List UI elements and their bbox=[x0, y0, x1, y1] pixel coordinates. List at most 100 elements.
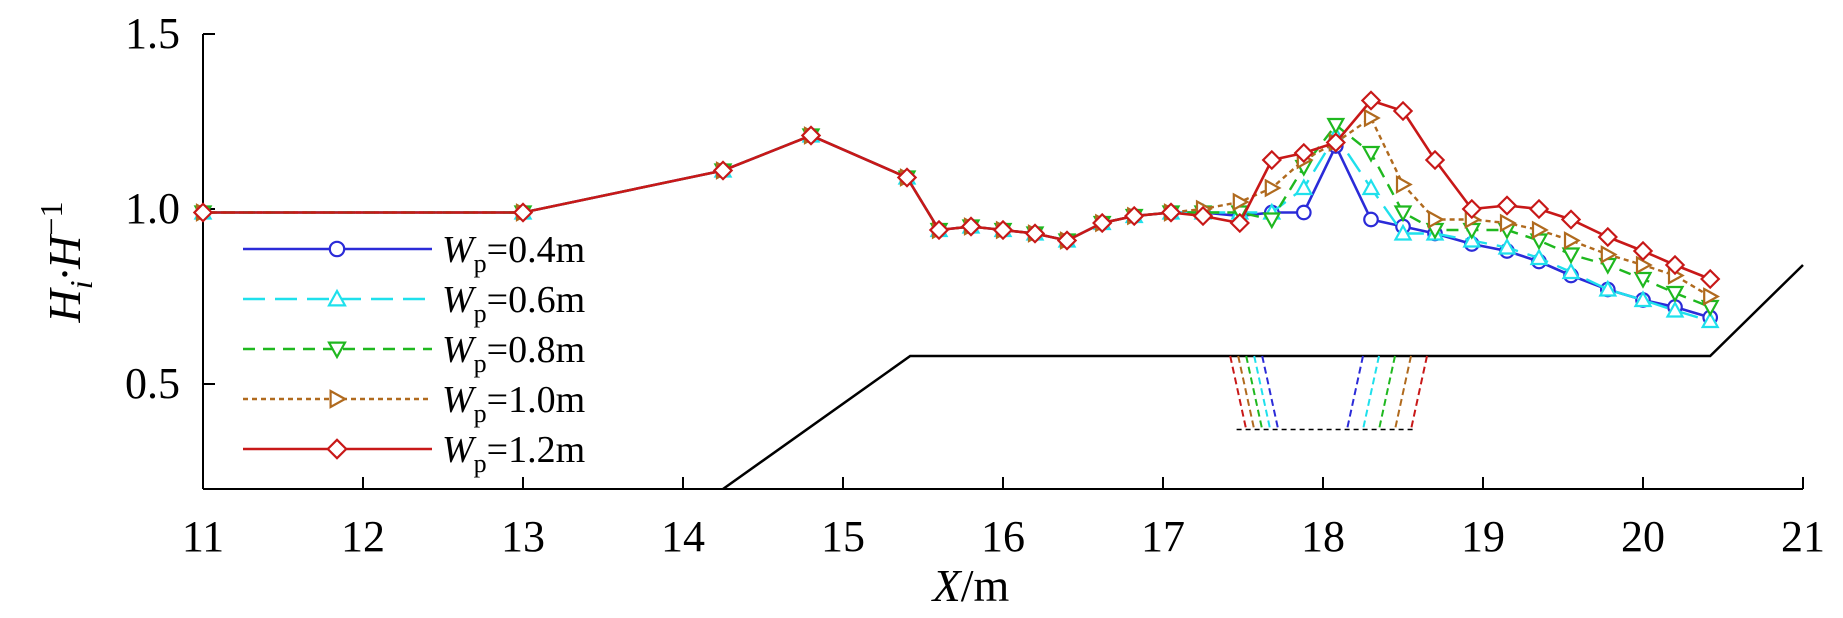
data-point bbox=[1056, 230, 1078, 251]
data-point bbox=[1293, 142, 1314, 164]
channel-profile bbox=[722, 264, 1804, 491]
x-tick-label: 16 bbox=[981, 512, 1025, 561]
data-point bbox=[1461, 198, 1482, 220]
data-point bbox=[1703, 287, 1720, 306]
data-point bbox=[800, 125, 822, 146]
series-line bbox=[203, 123, 1711, 309]
data-point bbox=[1427, 210, 1445, 229]
series-line bbox=[203, 98, 1711, 281]
data-point bbox=[1664, 254, 1686, 276]
data-point bbox=[1325, 132, 1346, 153]
data-point bbox=[1600, 245, 1618, 264]
trench-left-wall bbox=[1245, 355, 1264, 430]
series-line bbox=[203, 134, 1711, 319]
data-point bbox=[326, 438, 348, 460]
x-tick-label: 15 bbox=[821, 512, 865, 561]
data-point bbox=[1496, 195, 1518, 216]
trench-left-wall bbox=[1229, 355, 1248, 430]
trench-left-wall bbox=[1237, 355, 1256, 430]
y-tick-label: 1.0 bbox=[125, 184, 180, 233]
data-point bbox=[1560, 209, 1582, 230]
legend-label: Wp=0.8m bbox=[442, 329, 585, 378]
x-axis-title: X/m bbox=[931, 560, 1010, 611]
axis-labels: X/m Hi·H−1 bbox=[33, 202, 1010, 611]
data-point bbox=[1700, 268, 1721, 290]
series-Wp=0.4m bbox=[195, 127, 1719, 326]
data-point bbox=[328, 240, 346, 258]
data-point bbox=[1363, 108, 1381, 128]
x-tick-label: 11 bbox=[182, 512, 224, 561]
y-axis-title: Hi·H−1 bbox=[33, 202, 99, 324]
legend-item: Wp=0.4m bbox=[243, 229, 585, 278]
data-point bbox=[1363, 211, 1379, 228]
data-point bbox=[1361, 145, 1381, 163]
data-point bbox=[1561, 247, 1581, 265]
data-point bbox=[1424, 149, 1446, 171]
trench-right-wall bbox=[1346, 355, 1364, 430]
data-point bbox=[712, 160, 734, 181]
trench-left-wall bbox=[1253, 355, 1272, 430]
data-point bbox=[1633, 271, 1653, 289]
data-point bbox=[1160, 202, 1182, 223]
data-point bbox=[1124, 205, 1145, 227]
trench-left-wall bbox=[1261, 355, 1280, 430]
data-point bbox=[1497, 237, 1517, 255]
data-point bbox=[992, 219, 1014, 241]
data-point bbox=[960, 216, 982, 237]
data-point bbox=[1531, 220, 1549, 240]
x-tick-label: 21 bbox=[1781, 512, 1825, 561]
data-point bbox=[192, 202, 214, 223]
data-point bbox=[1665, 300, 1685, 318]
data-point bbox=[1392, 100, 1414, 122]
data-point bbox=[1361, 178, 1381, 196]
legend-label: Wp=0.4m bbox=[442, 229, 585, 278]
x-tick-label: 13 bbox=[501, 512, 545, 561]
data-point bbox=[1633, 290, 1653, 308]
data-point bbox=[1360, 90, 1382, 111]
data-point bbox=[1232, 192, 1250, 212]
data-point bbox=[327, 341, 347, 360]
data-point bbox=[896, 167, 918, 188]
x-tick-label: 14 bbox=[661, 512, 705, 561]
data-point bbox=[1598, 279, 1618, 297]
trench-right-wall bbox=[1410, 355, 1428, 430]
x-tick-label: 17 bbox=[1141, 512, 1185, 561]
series-layer bbox=[192, 90, 1721, 329]
trench-right-wall bbox=[1394, 355, 1412, 430]
data-point bbox=[1700, 311, 1720, 329]
data-point bbox=[1395, 175, 1413, 194]
legend-item: Wp=1.0m bbox=[243, 379, 585, 428]
legend-label: Wp=0.6m bbox=[442, 279, 585, 328]
data-point bbox=[928, 219, 950, 241]
data-point bbox=[1393, 223, 1413, 241]
x-tick-label: 20 bbox=[1621, 512, 1665, 561]
trench-right-wall bbox=[1378, 355, 1396, 430]
y-tick-label: 0.5 bbox=[125, 359, 180, 408]
legend-item: Wp=0.6m bbox=[243, 279, 585, 328]
data-point bbox=[1528, 198, 1550, 220]
legend-label: Wp=1.0m bbox=[442, 379, 585, 428]
legend-item: Wp=1.2m bbox=[243, 429, 585, 478]
data-point bbox=[1561, 262, 1581, 280]
data-point bbox=[1499, 213, 1517, 233]
data-point bbox=[1563, 231, 1581, 250]
series-Wp=0.8m bbox=[193, 117, 1720, 317]
axes: 11 12 13 14 15 16 17 18 19 20 21 0.5 1.0 1.5 bbox=[125, 9, 1825, 561]
data-point bbox=[1295, 204, 1312, 221]
data-point bbox=[512, 202, 534, 223]
data-point bbox=[1294, 178, 1314, 196]
legend-label: Wp=1.2m bbox=[442, 429, 585, 478]
x-tick-label: 18 bbox=[1301, 512, 1345, 561]
data-point bbox=[1092, 212, 1113, 234]
data-point bbox=[1665, 285, 1685, 303]
data-point bbox=[1597, 226, 1618, 248]
series-Wp=1.2m bbox=[192, 90, 1721, 290]
data-point bbox=[327, 288, 347, 307]
y-tick-label: 1.5 bbox=[125, 9, 180, 58]
data-point bbox=[1261, 149, 1282, 171]
trench-right-wall bbox=[1362, 355, 1380, 430]
data-point bbox=[1192, 205, 1214, 227]
data-point bbox=[1264, 178, 1282, 198]
